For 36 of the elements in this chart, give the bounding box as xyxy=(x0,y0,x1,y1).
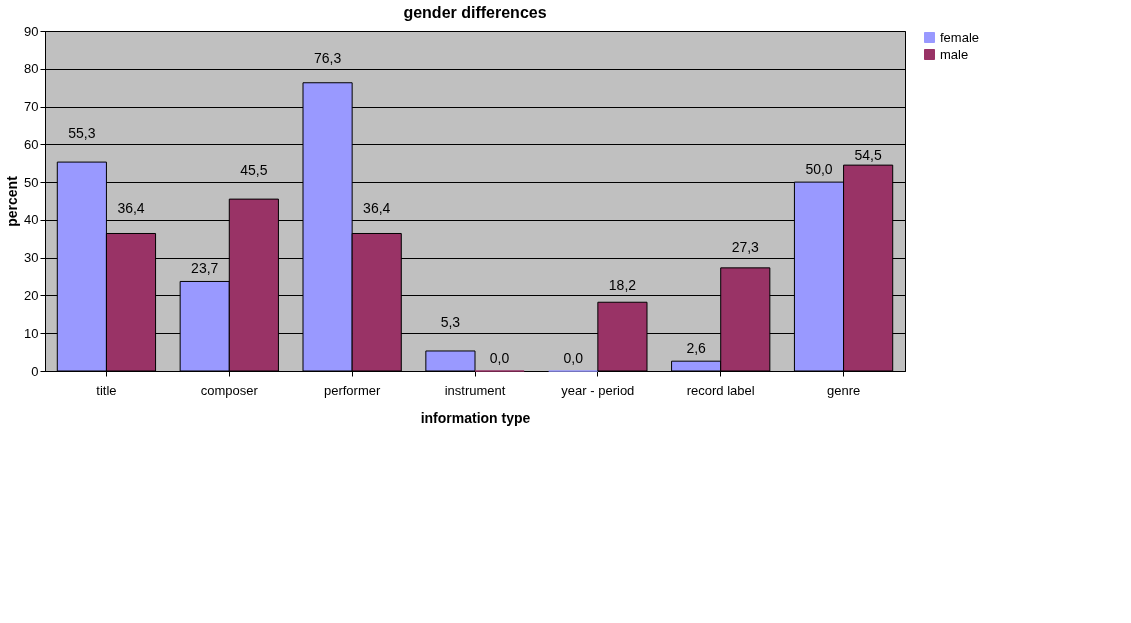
y-tick-label: 80 xyxy=(24,61,39,77)
chart-title: gender differences xyxy=(403,4,547,21)
x-axis-title: information type xyxy=(420,409,531,426)
data-label: 2,6 xyxy=(686,340,707,357)
x-tick-label: title xyxy=(96,382,117,398)
data-label: 45,5 xyxy=(240,162,268,179)
data-label: 36,4 xyxy=(363,200,391,217)
legend-label: female xyxy=(940,29,980,45)
data-label: 18,2 xyxy=(608,277,637,294)
data-label: 55,3 xyxy=(68,125,96,142)
x-tick-label: year - period xyxy=(561,382,635,398)
data-label: 54,5 xyxy=(854,147,882,164)
x-tick-label: instrument xyxy=(444,382,506,398)
y-tick-label: 60 xyxy=(24,136,39,152)
x-tick-label: record label xyxy=(686,382,755,398)
data-label: 50,0 xyxy=(805,161,833,178)
data-label: 76,3 xyxy=(313,49,342,66)
y-tick-label: 50 xyxy=(24,174,39,190)
y-tick-label: 90 xyxy=(24,23,39,39)
x-tick-label: performer xyxy=(323,382,381,398)
data-label: 5,3 xyxy=(440,313,461,330)
data-label: 0,0 xyxy=(563,350,584,366)
y-axis-title: percent xyxy=(4,175,21,227)
y-tick-label: 40 xyxy=(24,212,39,228)
data-label: 0,0 xyxy=(489,350,510,366)
data-label: 27,3 xyxy=(731,238,760,255)
y-tick-label: 10 xyxy=(24,325,39,341)
y-tick-label: 30 xyxy=(24,250,39,266)
y-tick-label: 70 xyxy=(24,99,39,115)
y-tick-label: 0 xyxy=(31,363,39,379)
legend-label: male xyxy=(940,46,969,62)
data-label: 36,4 xyxy=(117,200,145,217)
x-tick-label: composer xyxy=(200,382,259,398)
y-tick-label: 20 xyxy=(24,287,39,303)
data-label: 23,7 xyxy=(191,260,219,277)
x-tick-label: genre xyxy=(826,382,861,398)
